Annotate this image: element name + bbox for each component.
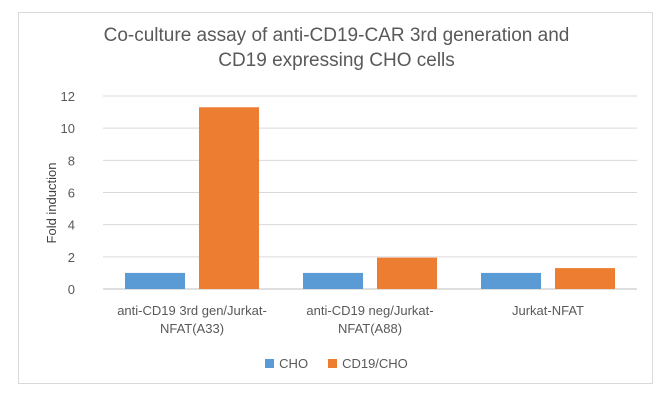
bar-cd19-cho-0 xyxy=(199,107,259,289)
y-axis-title: Fold induction xyxy=(44,163,59,244)
x-category-label: anti-CD19 neg/Jurkat-NFAT(A88) xyxy=(306,303,433,336)
legend-swatch-cho xyxy=(265,359,275,368)
bar-cho-1 xyxy=(303,272,363,289)
plot-area: 0 2 4 6 8 10 12 anti-CD19 3rd gen/Jurkat-NFAT(… xyxy=(44,89,637,336)
legend-label-cd19-cho: CD19/CHO xyxy=(342,356,408,371)
chart-title-line-1: Co-culture assay of anti-CD19-CAR 3rd ge… xyxy=(103,25,570,46)
y-tick-label: 10 xyxy=(61,121,75,136)
chart-frame: Co-culture assay of anti-CD19-CAR 3rd ge… xyxy=(18,12,653,384)
x-category-label: Jurkat-NFAT xyxy=(512,303,584,318)
legend: CHO CD19/CHO xyxy=(19,356,654,371)
bar-cho-0 xyxy=(125,272,185,289)
bar-cd19-cho-2 xyxy=(555,268,615,289)
legend-item-cho: CHO xyxy=(265,356,308,371)
y-tick-label: 4 xyxy=(68,218,75,233)
legend-item-cd19-cho: CD19/CHO xyxy=(328,356,408,371)
y-tick-label: 0 xyxy=(68,282,75,297)
chart-title: Co-culture assay of anti-CD19-CAR 3rd ge… xyxy=(19,23,654,73)
bar-cd19-cho-1 xyxy=(377,257,437,289)
x-category-label: anti-CD19 3rd gen/Jurkat-NFAT(A33) xyxy=(117,303,267,336)
y-tick-label: 8 xyxy=(68,153,75,168)
y-tick-label: 2 xyxy=(68,250,75,265)
legend-label-cho: CHO xyxy=(279,356,309,371)
legend-swatch-cd19-cho xyxy=(328,359,338,368)
y-tick-label: 12 xyxy=(61,89,75,104)
chart-title-line-2: CD19 expressing CHO cells xyxy=(218,50,455,71)
bar-cho-2 xyxy=(481,272,541,289)
y-tick-label: 6 xyxy=(68,186,75,201)
